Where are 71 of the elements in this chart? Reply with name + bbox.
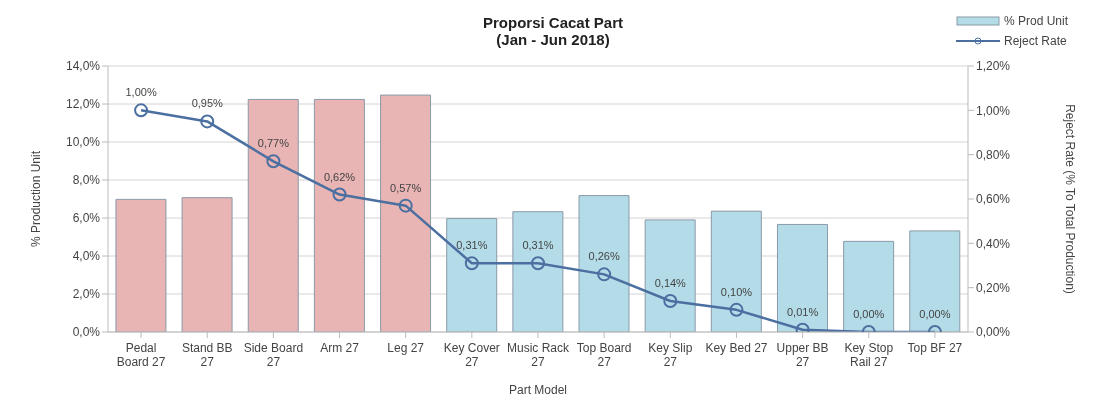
bar: [512, 211, 564, 332]
x-tick-label: Pedal Board 27: [116, 341, 166, 369]
y2-axis-title: Reject Rate (% To Total Production): [1062, 104, 1077, 294]
point: [663, 293, 678, 308]
point: [597, 267, 612, 282]
x-tick-label: Leg 27: [387, 341, 425, 355]
bar: [843, 240, 895, 332]
y-axis-title: % Production Unit: [29, 150, 44, 248]
y-tick-label: 4,0%: [72, 249, 101, 264]
chart-subtitle: (Jan - Jun 2018): [496, 31, 610, 48]
data-label: 0,31%: [456, 239, 488, 252]
bar: [181, 197, 233, 332]
point: [729, 302, 744, 317]
y-tick-label: 14,0%: [65, 59, 101, 74]
y-tick-label: 12,0%: [65, 97, 101, 112]
data-label: 0,14%: [654, 276, 687, 289]
data-label: 0,77%: [257, 137, 290, 150]
x-axis-title: Part Model: [508, 383, 568, 397]
y2-tick-label: 0,80%: [976, 147, 1011, 162]
bar: [578, 195, 630, 332]
data-label: 0,00%: [853, 308, 885, 320]
point: [200, 114, 215, 129]
x-tick-label: Upper BB 27: [776, 341, 829, 369]
bar: [909, 230, 961, 332]
bar: [313, 98, 365, 332]
data-label: 0,95%: [191, 97, 224, 110]
bar: [710, 210, 762, 332]
y2-tick-label: 1,00%: [976, 103, 1011, 118]
x-tick-label: Stand BB 27: [181, 341, 233, 369]
legend-label: % Prod Unit: [1003, 14, 1068, 28]
bar: [644, 219, 696, 332]
data-label: 0,01%: [787, 305, 819, 318]
y2-tick-label: 0,20%: [976, 280, 1011, 295]
y-tick-label: 0,0%: [72, 325, 101, 340]
point: [134, 103, 149, 118]
x-tick-label: Key Slip 27: [648, 341, 693, 369]
x-tick-label: Key Bed 27: [705, 341, 768, 355]
x-tick-label: Top Board 27: [576, 341, 632, 369]
x-tick-label: Side Board 27: [243, 341, 304, 369]
y-tick-label: 10,0%: [65, 135, 101, 150]
data-label: 0,00%: [919, 308, 951, 320]
bar: [247, 98, 299, 332]
point: [464, 256, 479, 271]
point: [332, 187, 347, 202]
bar: [776, 223, 828, 332]
chart-title: Proporsi Cacat Part: [482, 14, 624, 31]
y-tick-label: 6,0%: [72, 211, 101, 226]
x-tick-label: Key Cover 27: [443, 341, 500, 369]
bar: [446, 218, 498, 332]
data-label: 0,31%: [522, 239, 554, 252]
point: [531, 256, 545, 271]
x-tick-label: Key Stop Rail 27: [844, 341, 894, 369]
y2-tick-label: 0,60%: [976, 192, 1011, 207]
x-tick-label: Arm 27: [320, 341, 360, 355]
y2-tick-label: 1,20%: [976, 59, 1011, 74]
point: [266, 154, 281, 169]
bar: [115, 198, 167, 332]
data-label: 0,62%: [323, 170, 356, 183]
bar: [380, 94, 432, 332]
y-tick-label: 2,0%: [72, 287, 101, 302]
y-tick-label: 8,0%: [72, 173, 101, 188]
y2-tick-label: 0,40%: [976, 236, 1011, 251]
data-label: 0,26%: [588, 250, 620, 263]
legend-label: Reject Rate: [1003, 34, 1067, 48]
data-label: 1,00%: [125, 86, 157, 99]
point: [398, 198, 413, 213]
data-label: 0,10%: [720, 285, 753, 298]
x-tick-label: Top BF 27: [907, 341, 963, 355]
x-tick-label: Music Rack 27: [506, 341, 570, 369]
data-label: 0,57%: [390, 181, 422, 194]
y2-tick-label: 0,00%: [976, 325, 1011, 340]
